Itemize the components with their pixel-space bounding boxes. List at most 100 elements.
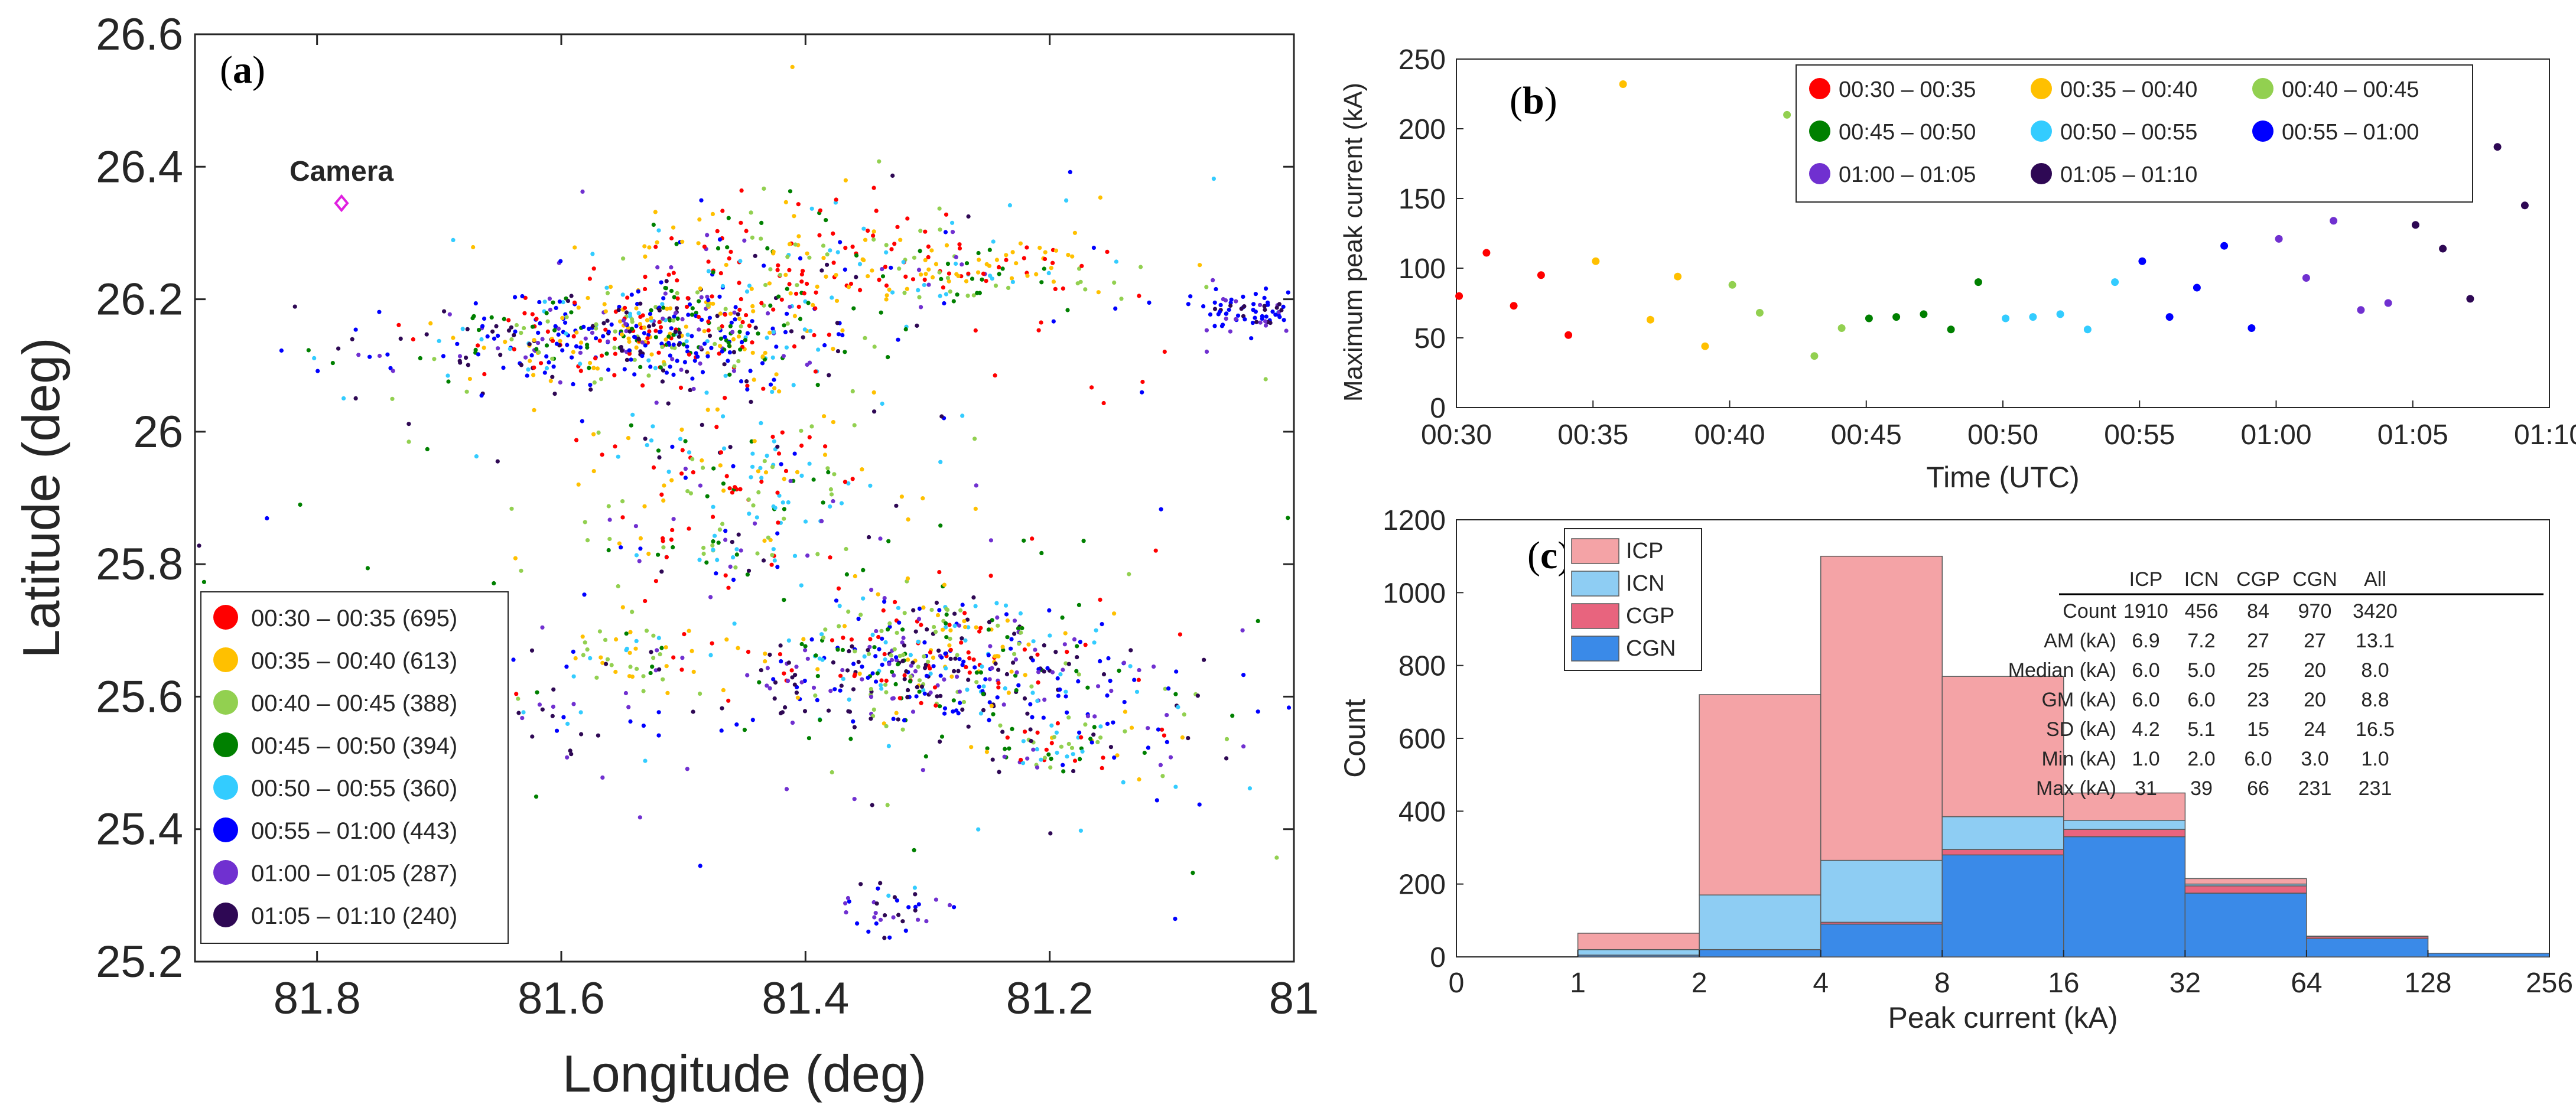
lightning-stroke-point	[779, 462, 783, 467]
lightning-stroke-point	[656, 552, 661, 557]
legend-marker	[213, 860, 238, 885]
lightning-stroke-point	[1168, 755, 1173, 760]
lightning-stroke-point	[739, 220, 743, 225]
lightning-stroke-point	[687, 352, 691, 357]
lightning-stroke-point	[993, 661, 998, 666]
lightning-stroke-point	[955, 292, 960, 297]
lightning-stroke-point	[633, 335, 638, 340]
lightning-stroke-point	[1003, 603, 1009, 608]
legend-marker	[213, 605, 238, 630]
lightning-stroke-point	[841, 636, 845, 640]
lightning-stroke-point	[960, 636, 964, 641]
lightning-stroke-point	[1076, 679, 1081, 684]
lightning-stroke-point	[757, 680, 762, 685]
lightning-stroke-point	[790, 675, 795, 680]
lightning-stroke-point	[1268, 321, 1273, 325]
lightning-stroke-point	[1273, 312, 1278, 317]
table-cell: 1.0	[2361, 748, 2389, 770]
lightning-stroke-point	[654, 400, 659, 405]
lightning-stroke-point	[771, 307, 776, 312]
lightning-stroke-point	[676, 334, 681, 339]
lightning-stroke-point	[773, 680, 778, 685]
lightning-stroke-point	[1066, 741, 1071, 747]
lightning-stroke-point	[901, 653, 906, 657]
lightning-stroke-point	[1201, 304, 1206, 309]
lightning-stroke-point	[901, 636, 906, 640]
lightning-stroke-point	[482, 346, 486, 350]
lightning-stroke-point	[696, 314, 701, 320]
lightning-stroke-point	[651, 222, 656, 227]
lightning-stroke-point	[923, 258, 928, 262]
lightning-stroke-point	[1063, 694, 1068, 699]
lightning-stroke-point	[812, 333, 817, 338]
lightning-stroke-point	[874, 209, 879, 213]
lightning-stroke-point	[795, 283, 799, 288]
lightning-stroke-point	[1037, 246, 1042, 250]
lightning-stroke-point	[819, 519, 824, 523]
lightning-stroke-point	[476, 328, 482, 333]
lightning-stroke-point	[935, 613, 941, 618]
lightning-stroke-point	[1000, 729, 1005, 734]
lightning-stroke-point	[811, 685, 817, 690]
lightning-stroke-point	[1044, 747, 1049, 752]
lightning-stroke-point	[1247, 786, 1252, 791]
lightning-stroke-point	[691, 669, 696, 674]
lightning-stroke-point	[917, 689, 922, 694]
lightning-stroke-point	[841, 676, 845, 681]
lightning-stroke-point	[609, 322, 614, 327]
lightning-stroke-point	[967, 670, 972, 675]
lightning-stroke-point	[973, 604, 978, 608]
lightning-stroke-point	[990, 666, 994, 670]
lightning-stroke-point	[705, 294, 710, 299]
lightning-stroke-point	[774, 372, 779, 377]
lightning-stroke-point	[643, 275, 648, 279]
lightning-stroke-point	[966, 271, 971, 276]
lightning-stroke-point	[574, 344, 579, 349]
lightning-stroke-point	[576, 305, 581, 310]
lightning-stroke-point	[765, 454, 769, 458]
lightning-stroke-point	[578, 350, 583, 355]
lightning-stroke-point	[1101, 672, 1107, 677]
lightning-stroke-point	[996, 667, 1001, 672]
lightning-stroke-point	[942, 301, 947, 306]
lightning-stroke-point	[698, 483, 702, 488]
lightning-stroke-point	[808, 328, 813, 333]
lightning-stroke-point	[733, 305, 738, 310]
lightning-stroke-point	[811, 477, 816, 482]
panel-c-label: (c)	[1527, 534, 1570, 577]
lightning-stroke-point	[924, 673, 929, 678]
legend-marker	[213, 690, 238, 715]
lightning-stroke-point	[663, 337, 668, 342]
lightning-stroke-point	[978, 711, 983, 716]
lightning-stroke-point	[727, 344, 731, 348]
peak-current-point	[1755, 309, 1764, 317]
legend-entry: 00:55 – 01:00	[2282, 120, 2419, 145]
lightning-stroke-point	[890, 669, 895, 675]
panel-a-xlabel: Longitude (deg)	[562, 1044, 926, 1103]
lightning-stroke-point	[582, 592, 587, 597]
lightning-stroke-point	[672, 314, 676, 319]
lightning-stroke-point	[916, 639, 921, 644]
lightning-stroke-point	[678, 437, 683, 441]
lightning-stroke-point	[960, 262, 964, 267]
lightning-stroke-point	[860, 467, 864, 472]
lightning-stroke-point	[655, 648, 659, 653]
lightning-stroke-point	[485, 334, 490, 339]
lightning-stroke-point	[1012, 652, 1017, 656]
lightning-stroke-point	[847, 899, 851, 904]
lightning-stroke-point	[551, 300, 555, 305]
lightning-stroke-point	[685, 333, 690, 337]
legend-marker	[1809, 78, 1830, 99]
lightning-stroke-point	[1156, 727, 1161, 732]
lightning-stroke-point	[987, 677, 992, 682]
lightning-stroke-point	[897, 653, 902, 658]
lightning-stroke-point	[1004, 253, 1009, 258]
lightning-stroke-point	[726, 216, 731, 220]
lightning-stroke-point	[1198, 263, 1202, 268]
lightning-stroke-point	[1211, 278, 1215, 282]
lightning-stroke-point	[1047, 608, 1052, 613]
lightning-stroke-point	[752, 439, 757, 444]
table-cell: 231	[2359, 777, 2392, 800]
lightning-stroke-point	[595, 366, 600, 371]
